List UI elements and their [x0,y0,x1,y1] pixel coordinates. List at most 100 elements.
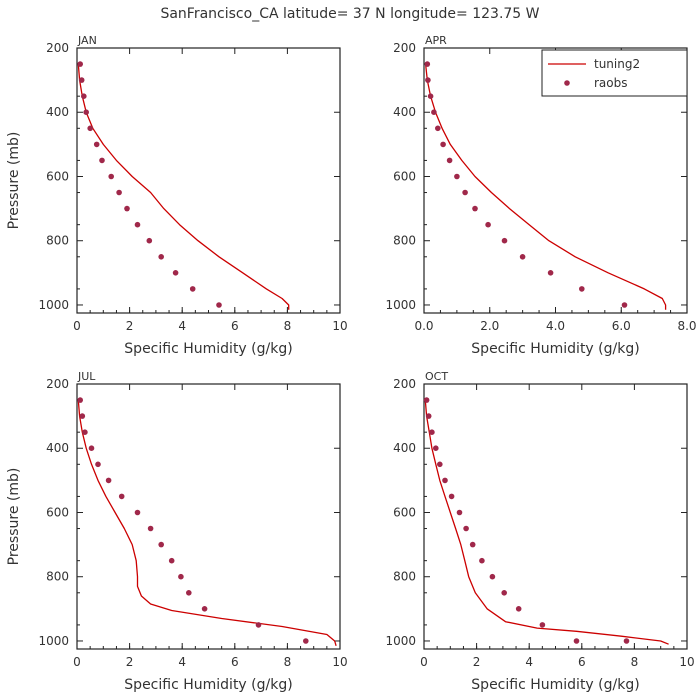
raobs-point [87,125,93,132]
x-axis-title: Specific Humidity (g/kg) [124,677,292,693]
y-tick-label: 800 [46,570,69,584]
raobs-point [427,93,434,99]
raobs-point [539,622,546,628]
raobs-point [472,205,478,212]
raobs-point [189,286,196,292]
series-line-tuning2 [424,400,669,645]
raobs-point [621,302,628,308]
raobs-point [437,461,443,468]
x-tick-label: 2 [473,655,481,669]
raobs-point [573,638,580,644]
raobs-point [469,541,476,548]
raobs-point [216,302,222,308]
plot-frame [76,47,341,314]
raobs-point [81,93,87,99]
x-tick-label: 0 [73,319,81,333]
raobs-point [435,125,441,132]
legend-label-raobs: raobs [594,76,628,90]
y-tick-label: 600 [46,169,69,183]
raobs-point [429,429,435,436]
raobs-point [178,573,184,580]
plot-frame [423,383,688,650]
panel-label: JUL [77,370,96,383]
raobs-point [116,189,122,196]
x-tick-label: 6.0 [612,319,631,333]
raobs-point [515,606,522,612]
panel-oct: OCT 0 2 4 6 8 10 200 400 600 800 1000 Specific Humid… [385,370,694,693]
raobs-point [431,109,437,115]
y-tick-label: 200 [46,377,69,391]
raobs-point [95,461,101,468]
y-tick-label: 600 [393,505,416,519]
series-line-tuning2 [77,64,290,310]
raobs-point [442,477,448,484]
raobs-point [134,221,141,228]
plot-frame [76,383,341,650]
x-tick-label: 8 [631,655,639,669]
raobs-point [134,509,141,516]
raobs-point [462,189,468,196]
raobs-point [425,77,431,83]
x-tick-label: 10 [332,655,347,669]
raobs-point [186,590,192,596]
x-tick-label: 8 [284,319,292,333]
legend-box [541,49,688,97]
raobs-point [440,141,446,148]
panel-jan: JAN 0 2 4 6 8 10 200 400 600 800 1000 Specific Humid… [6,34,348,357]
raobs-point [147,525,154,532]
raobs-point [77,61,83,67]
x-tick-label: 10 [332,319,347,333]
y-axis-title: Pressure (mb) [6,132,22,230]
raobs-point [158,541,164,548]
raobs-point [448,493,455,500]
y-axis-title: Pressure (mb) [6,468,22,566]
y-tick-label: 400 [46,105,69,119]
y-tick-label: 600 [46,505,69,519]
raobs-point [105,477,112,484]
y-tick-label: 1000 [385,298,416,312]
x-tick-label: 6 [231,319,239,333]
raobs-point [446,157,453,164]
raobs-point [519,253,526,260]
raobs-point [108,173,114,180]
raobs-point [118,493,125,500]
raobs-point [479,557,485,564]
x-tick-label: 2 [126,655,134,669]
raobs-point [489,573,496,580]
y-tick-label: 200 [393,41,416,55]
series-line-tuning2 [424,64,667,310]
x-tick-label: 10 [679,655,694,669]
y-tick-label: 400 [393,441,416,455]
y-tick-label: 800 [46,234,69,248]
x-tick-label: 6 [578,655,586,669]
figure-title: SanFrancisco_CA latitude= 37 N longitude… [160,6,539,22]
x-tick-label: 4 [178,319,186,333]
raobs-point [93,141,100,148]
x-tick-label: 0 [73,655,81,669]
legend-dot-swatch [564,80,570,86]
x-axis-title: Specific Humidity (g/kg) [471,677,639,693]
y-tick-label: 1000 [38,634,69,648]
panel-jul: JUL 0 2 4 6 8 10 200 400 600 800 1000 Specific Humid… [6,370,348,693]
y-tick-label: 800 [393,234,416,248]
x-axis-title: Specific Humidity (g/kg) [124,341,292,357]
x-tick-label: 4 [178,655,186,669]
x-tick-label: 0.0 [414,319,433,333]
x-tick-label: 6 [231,655,239,669]
raobs-point [83,109,89,115]
raobs-point [485,221,491,228]
raobs-point [255,622,262,628]
panel-label: OCT [425,370,448,383]
x-tick-label: 8 [284,655,292,669]
raobs-point [172,270,179,276]
raobs-point [88,445,95,452]
raobs-point [303,638,309,644]
raobs-point [579,286,585,292]
legend-label-tuning2: tuning2 [594,57,640,71]
raobs-point [82,429,88,436]
raobs-point [201,606,208,612]
raobs-point [146,237,153,244]
raobs-point [158,253,164,260]
